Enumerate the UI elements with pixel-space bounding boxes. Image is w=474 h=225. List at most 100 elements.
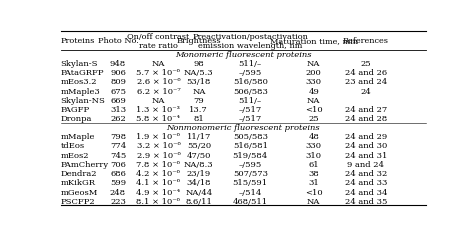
Text: 25: 25	[308, 115, 319, 123]
Text: –/595: –/595	[238, 69, 262, 77]
Text: –/595: –/595	[238, 160, 262, 168]
Text: 53/18: 53/18	[187, 78, 211, 86]
Text: PAmCherry: PAmCherry	[60, 160, 109, 168]
Text: 3.2 × 10⁻⁶: 3.2 × 10⁻⁶	[137, 142, 180, 150]
Text: 599: 599	[110, 178, 126, 187]
Text: Proteins: Proteins	[60, 37, 95, 45]
Text: On/off contrast: On/off contrast	[128, 33, 190, 41]
Text: NA/5.3: NA/5.3	[184, 69, 214, 77]
Text: –/517: –/517	[238, 115, 262, 123]
Text: 511/–: 511/–	[238, 96, 262, 104]
Text: 507/573: 507/573	[233, 169, 268, 177]
Text: Dendra2: Dendra2	[60, 169, 97, 177]
Text: 24 and 28: 24 and 28	[345, 115, 387, 123]
Text: 5.8 × 10⁻⁴: 5.8 × 10⁻⁴	[137, 115, 181, 123]
Text: 515/591: 515/591	[233, 178, 268, 187]
Text: 223: 223	[110, 197, 126, 205]
Text: 4.2 × 10⁻⁶: 4.2 × 10⁻⁶	[137, 169, 181, 177]
Text: rate ratio: rate ratio	[139, 42, 178, 50]
Text: 262: 262	[110, 115, 126, 123]
Text: Monomeric fluorescent proteins: Monomeric fluorescent proteins	[175, 51, 311, 59]
Text: NA: NA	[307, 96, 320, 104]
Text: 4.1 × 10⁻⁶: 4.1 × 10⁻⁶	[137, 178, 181, 187]
Text: 24 and 34: 24 and 34	[345, 188, 387, 196]
Text: 948: 948	[110, 60, 126, 68]
Text: 9 and 24: 9 and 24	[347, 160, 384, 168]
Text: 61: 61	[308, 160, 319, 168]
Text: mMaple3: mMaple3	[60, 87, 100, 95]
Text: 79: 79	[193, 96, 204, 104]
Text: Maturation time, min: Maturation time, min	[270, 37, 358, 45]
Text: 55/20: 55/20	[187, 142, 211, 150]
Text: Preactivation/postactivation: Preactivation/postactivation	[192, 33, 308, 41]
Text: 506/583: 506/583	[233, 87, 268, 95]
Text: 24 and 26: 24 and 26	[345, 69, 387, 77]
Text: NA: NA	[307, 60, 320, 68]
Text: Photo No.: Photo No.	[98, 37, 138, 45]
Text: 200: 200	[306, 69, 321, 77]
Text: 6.2 × 10⁻⁷: 6.2 × 10⁻⁷	[137, 87, 180, 95]
Text: 48: 48	[308, 133, 319, 141]
Text: 2.6 × 10⁻⁶: 2.6 × 10⁻⁶	[137, 78, 180, 86]
Text: 906: 906	[110, 69, 126, 77]
Text: 38: 38	[308, 169, 319, 177]
Text: 511/–: 511/–	[238, 60, 262, 68]
Text: 809: 809	[110, 78, 126, 86]
Text: mMaple: mMaple	[60, 133, 95, 141]
Text: Skylan-NS: Skylan-NS	[60, 96, 105, 104]
Text: 5.7 × 10⁻⁶: 5.7 × 10⁻⁶	[137, 69, 181, 77]
Text: PAGFP: PAGFP	[60, 106, 90, 114]
Text: 2.9 × 10⁻⁶: 2.9 × 10⁻⁶	[137, 151, 180, 159]
Text: 34/18: 34/18	[187, 178, 211, 187]
Text: NA/44: NA/44	[185, 188, 212, 196]
Text: emission wavelength, nm: emission wavelength, nm	[198, 42, 302, 50]
Text: 516/581: 516/581	[233, 142, 268, 150]
Text: 31: 31	[308, 178, 319, 187]
Text: 24: 24	[361, 87, 371, 95]
Text: <10: <10	[305, 188, 322, 196]
Text: NA/8.3: NA/8.3	[184, 160, 214, 168]
Text: 24 and 33: 24 and 33	[345, 178, 387, 187]
Text: 516/580: 516/580	[233, 78, 268, 86]
Text: <10: <10	[305, 106, 322, 114]
Text: 23 and 24: 23 and 24	[345, 78, 387, 86]
Text: 98: 98	[193, 60, 204, 68]
Text: mKikGR: mKikGR	[60, 178, 95, 187]
Text: 4.9 × 10⁻⁴: 4.9 × 10⁻⁴	[137, 188, 181, 196]
Text: 24 and 27: 24 and 27	[345, 106, 387, 114]
Text: mEos3.2: mEos3.2	[60, 78, 97, 86]
Text: 25: 25	[361, 60, 371, 68]
Text: 23/19: 23/19	[187, 169, 211, 177]
Text: 1.9 × 10⁻⁶: 1.9 × 10⁻⁶	[137, 133, 181, 141]
Text: 8.1 × 10⁻⁶: 8.1 × 10⁻⁶	[137, 197, 181, 205]
Text: 11/17: 11/17	[187, 133, 211, 141]
Text: 468/511: 468/511	[233, 197, 268, 205]
Text: 686: 686	[110, 169, 126, 177]
Text: NA: NA	[152, 60, 165, 68]
Text: 774: 774	[110, 142, 126, 150]
Text: 706: 706	[110, 160, 126, 168]
Text: 330: 330	[306, 142, 322, 150]
Text: PSCFP2: PSCFP2	[60, 197, 95, 205]
Text: 7.8 × 10⁻⁶: 7.8 × 10⁻⁶	[137, 160, 181, 168]
Text: 24 and 29: 24 and 29	[345, 133, 387, 141]
Text: tdEos: tdEos	[60, 142, 84, 150]
Text: 8.6/11: 8.6/11	[185, 197, 212, 205]
Text: 798: 798	[110, 133, 126, 141]
Text: 49: 49	[308, 87, 319, 95]
Text: 310: 310	[306, 151, 322, 159]
Text: PAtaGRFP: PAtaGRFP	[60, 69, 104, 77]
Text: 669: 669	[110, 96, 126, 104]
Text: 505/583: 505/583	[233, 133, 268, 141]
Text: –/514: –/514	[238, 188, 262, 196]
Text: Brightness: Brightness	[176, 37, 221, 45]
Text: 24 and 35: 24 and 35	[345, 197, 387, 205]
Text: mGeosM: mGeosM	[60, 188, 98, 196]
Text: Nonmonomeric fluorescent proteins: Nonmonomeric fluorescent proteins	[166, 124, 320, 132]
Text: 24 and 31: 24 and 31	[345, 151, 387, 159]
Text: References: References	[343, 37, 389, 45]
Text: 519/584: 519/584	[233, 151, 268, 159]
Text: 330: 330	[306, 78, 322, 86]
Text: Skylan-S: Skylan-S	[60, 60, 98, 68]
Text: mEos2: mEos2	[60, 151, 89, 159]
